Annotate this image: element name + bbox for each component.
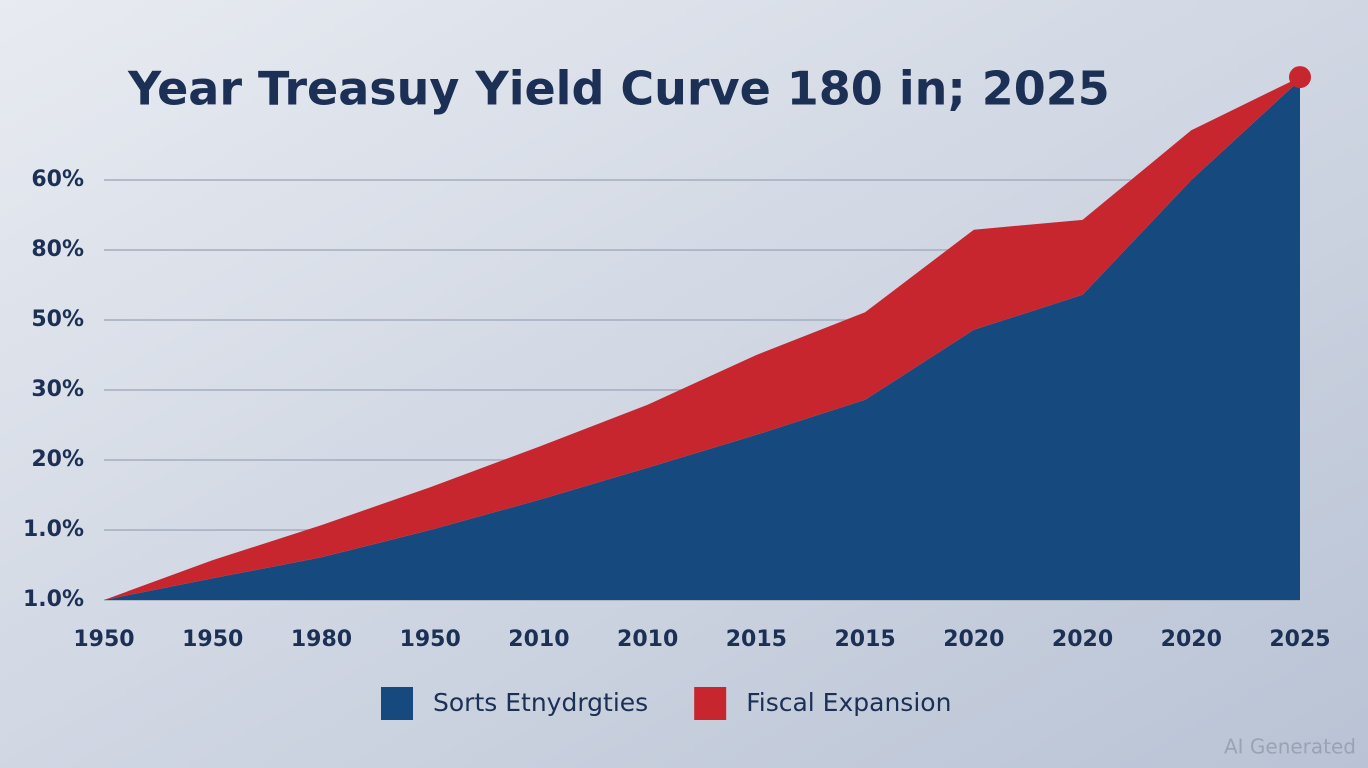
y-tick-label: 30% (31, 377, 84, 402)
x-tick-label: 1980 (291, 627, 352, 652)
x-tick-label: 2015 (834, 627, 895, 652)
x-tick-label: 2010 (508, 627, 569, 652)
legend-label: Fiscal Expansion (746, 688, 951, 717)
legend-swatch (381, 687, 413, 720)
x-tick-label: 2020 (1052, 627, 1113, 652)
y-tick-label: 20% (31, 447, 84, 472)
x-tick-label: 1950 (400, 627, 461, 652)
y-tick-label: 1.0% (23, 517, 84, 542)
x-tick-label: 1950 (73, 627, 134, 652)
x-tick-label: 1950 (182, 627, 243, 652)
watermark: AI Generated (1224, 735, 1356, 759)
y-tick-label: 80% (31, 237, 84, 262)
x-tick-label: 2010 (617, 627, 678, 652)
chart-title: Year Treasuy Yield Curve 180 in; 2025 (127, 62, 1110, 116)
x-tick-label: 2015 (726, 627, 787, 652)
x-tick-label: 2025 (1269, 627, 1330, 652)
y-tick-label: 60% (31, 167, 84, 192)
y-tick-label: 1.0% (23, 587, 84, 612)
legend-label: Sorts Etnydrgties (433, 688, 648, 717)
x-tick-label: 2020 (943, 627, 1004, 652)
x-tick-label: 2020 (1161, 627, 1222, 652)
area (104, 79, 1300, 600)
y-tick-label: 50% (31, 307, 84, 332)
legend-swatch (694, 687, 727, 720)
end-marker (1289, 66, 1311, 89)
